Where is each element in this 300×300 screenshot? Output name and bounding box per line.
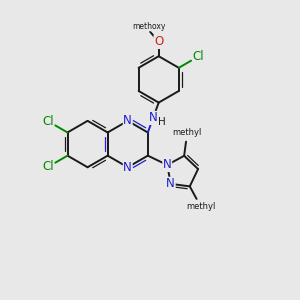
Text: N: N: [123, 161, 132, 174]
Text: H: H: [158, 116, 165, 127]
Text: O: O: [154, 35, 163, 48]
Text: N: N: [167, 177, 175, 190]
Text: N: N: [163, 158, 172, 171]
Text: methoxy: methoxy: [132, 22, 165, 31]
Text: Cl: Cl: [193, 50, 204, 63]
Text: Cl: Cl: [42, 115, 54, 128]
Text: N: N: [123, 114, 132, 128]
Text: methyl: methyl: [172, 128, 202, 137]
Text: N: N: [149, 111, 158, 124]
Text: Cl: Cl: [42, 160, 54, 173]
Text: methyl: methyl: [186, 202, 215, 211]
